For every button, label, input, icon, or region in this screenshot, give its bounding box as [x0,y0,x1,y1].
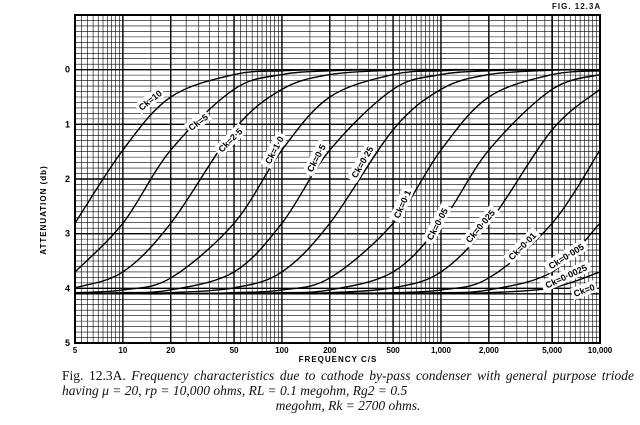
x-tick-label: 500 [386,346,400,355]
y-tick-label: 2 [65,174,70,184]
y-axis-label: ATTENUATION (db) [39,165,48,254]
curve-label-text: Ck=10 [137,88,164,112]
label-background [346,140,378,184]
label-background [542,238,590,274]
curve-label: Ck=2·5 [212,122,248,158]
label-background [134,85,166,115]
x-tick-label: 50 [230,346,239,355]
x-tick-label: 10,000 [588,346,613,355]
caption-number: Fig. 12.3A. [62,368,126,383]
y-tick-label: 5 [65,338,70,348]
label-background [184,109,212,135]
label-background [502,226,542,266]
curves [74,68,601,295]
label-background [569,279,599,301]
y-tick-label: 4 [65,283,70,293]
x-tick-label: 20 [166,346,175,355]
caption-line-3: megohm, Rk = 2700 ohms. [275,398,421,413]
label-background [212,122,248,158]
curve-label: Ck=0·5 [302,139,330,177]
caption-line-2: purpose triode having μ = 20, rp = 10,00… [62,368,635,398]
plot-frame [74,14,601,344]
curve-label: Ck=0·25 [346,140,378,184]
caption-line-1: Frequency characteristics due to cathode… [131,368,548,383]
label-background [421,202,453,246]
label-background [389,184,415,224]
label-background [539,259,593,293]
axis-ticks: 5 10 20 50 100 200 500 1,000 2,000 5,000 10,000 0 1 2… [65,65,613,355]
curve-label: Ck=0·01 [502,226,542,266]
series-line [74,68,600,294]
curve-label: Ck=1·0 [260,131,288,169]
curve-label-text: Ck=0·1 [392,189,413,220]
x-tick-label: 5,000 [542,346,563,355]
x-tick-label: 10 [118,346,127,355]
x-tick-label: 100 [275,346,289,355]
x-axis-label: FREQUENCY C/S [299,355,378,364]
figure-label: FIG. 12.3A [552,2,602,11]
y-tick-label: 0 [65,65,70,75]
x-tick-label: 200 [323,346,337,355]
curve-label-text: Ck=0·01 [507,231,539,263]
label-background [302,139,330,177]
label-background [260,131,288,169]
x-tick-label: 2,000 [479,346,500,355]
figure-caption: Fig. 12.3A. Frequency characteristics du… [62,368,634,413]
y-tick-label: 3 [65,229,70,239]
series-line [75,88,601,295]
x-tick-label: 1,000 [431,346,452,355]
series-line [74,68,601,295]
label-background [460,204,500,248]
curve-label: Ck=10 [134,85,166,115]
y-tick-label: 1 [65,119,70,129]
x-tick-label: 5 [73,346,78,355]
curve-label: Ck=0·025 [460,204,500,248]
curve-label-text: Ck=2·5 [216,126,244,154]
series-line [74,68,601,294]
